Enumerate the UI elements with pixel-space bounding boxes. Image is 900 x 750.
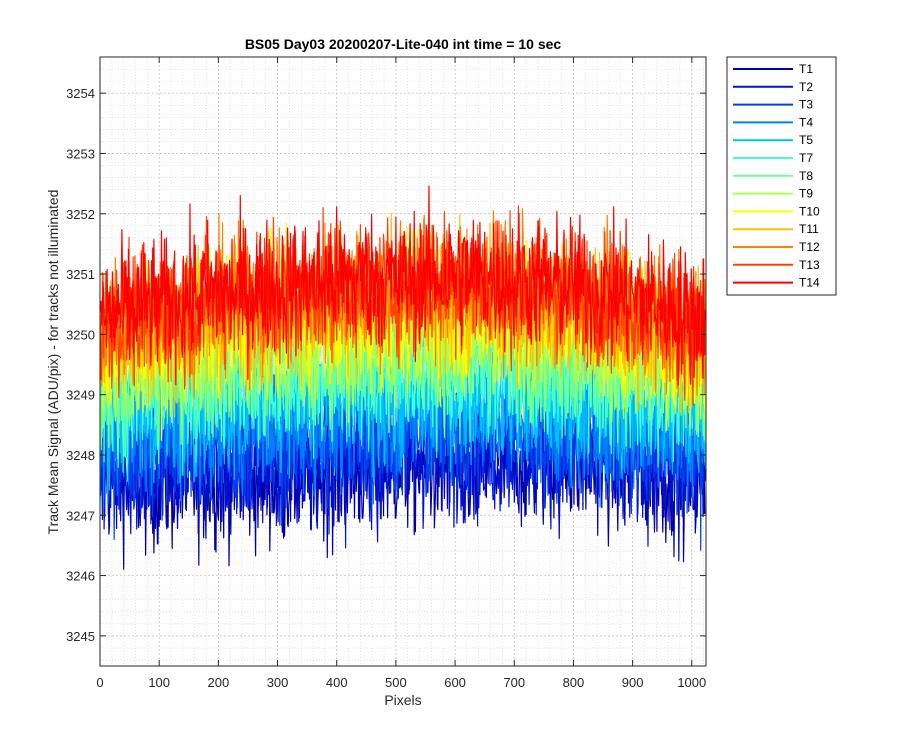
y-tick-label: 3250	[66, 327, 95, 342]
legend-label-t10: T10	[799, 204, 820, 218]
x-tick-label: 300	[267, 675, 289, 690]
x-axis-label: Pixels	[384, 692, 421, 708]
legend-label-t14: T14	[799, 276, 820, 290]
legend-label-t5: T5	[799, 133, 813, 147]
x-tick-label: 500	[385, 675, 407, 690]
series-line-t14	[100, 185, 706, 386]
series-lines	[100, 185, 706, 570]
axes-box	[99, 56, 707, 667]
y-tick-label: 3254	[66, 86, 95, 101]
x-tick-label: 100	[148, 675, 170, 690]
y-tick-label: 3246	[66, 569, 95, 584]
legend-label-t8: T8	[799, 169, 813, 183]
y-axis-label: Track Mean Signal (ADU/pix) - for tracks…	[45, 190, 61, 535]
tick-labels: 0 100 200 300 400 500 600 700 800 900 1000 3245 3246…	[66, 86, 706, 690]
x-tick-label: 800	[563, 675, 585, 690]
legend-label-t1: T1	[799, 62, 813, 76]
ticks	[99, 57, 706, 666]
legend-label-t3: T3	[799, 98, 813, 112]
y-tick-label: 3247	[66, 508, 95, 523]
x-tick-label: 200	[208, 675, 230, 690]
y-tick-label: 3245	[66, 629, 95, 644]
legend-label-t12: T12	[799, 240, 820, 254]
y-tick-label: 3251	[66, 267, 95, 282]
legend-label-t13: T13	[799, 258, 820, 272]
legend-label-t2: T2	[799, 80, 813, 94]
y-tick-label: 3249	[66, 388, 95, 403]
y-tick-label: 3252	[66, 207, 95, 222]
legend-label-t4: T4	[799, 115, 813, 129]
legend-label-t7: T7	[799, 151, 813, 165]
x-tick-label: 700	[503, 675, 525, 690]
y-tick-label: 3248	[66, 448, 95, 463]
x-tick-label: 0	[96, 675, 103, 690]
chart-title: BS05 Day03 20200207-Lite-040 int time = …	[245, 36, 562, 52]
x-tick-label: 1000	[677, 675, 706, 690]
legend-label-t9: T9	[799, 187, 813, 201]
series-line-t5	[100, 304, 706, 505]
y-tick-label: 3253	[66, 146, 95, 161]
x-tick-label: 600	[444, 675, 466, 690]
legend-label-t11: T11	[799, 222, 819, 236]
x-tick-label: 400	[326, 675, 348, 690]
x-tick-label: 900	[622, 675, 644, 690]
grid	[99, 56, 706, 666]
legend: T1 T2 T3 T4 T5 T7 T8 T9 T10 T11 T12 T13 T14	[726, 56, 837, 296]
